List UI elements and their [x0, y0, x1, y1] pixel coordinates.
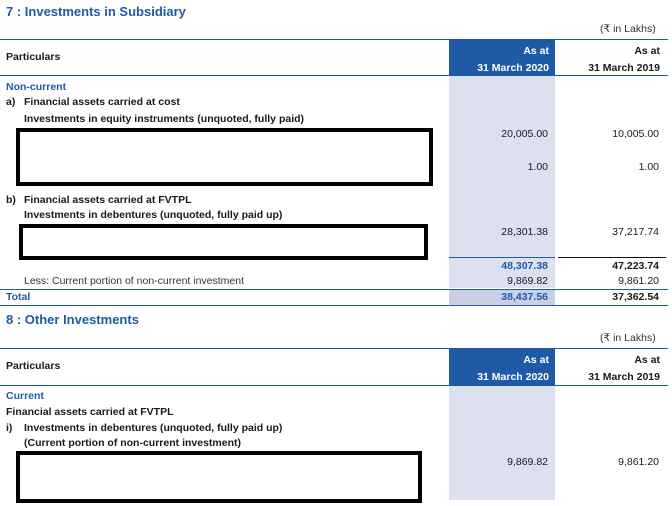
note7-less-2020: 9,869.82 [507, 275, 548, 287]
note7-subtotal-rule-2020 [449, 257, 555, 258]
note7-header-2019: As at 31 March 2019 [558, 39, 666, 76]
redaction-box [16, 128, 433, 186]
note7-header-2019-asat: As at [634, 45, 660, 57]
note7-a-text: Financial assets carried at cost [24, 96, 180, 108]
note8-particulars-header: Particulars [6, 360, 61, 372]
note7-row2-2019: 1.00 [638, 161, 659, 173]
note7-header-2019-date: 31 March 2019 [588, 62, 660, 74]
note7-2020-column-shade [449, 76, 555, 288]
note7-header-top-rule [0, 39, 668, 40]
note7-total-2020: 38,437.56 [501, 291, 548, 303]
note7-total-2020-shade [449, 290, 555, 305]
note8-row1-2020: 9,869.82 [507, 456, 548, 468]
note8-i-text: Investments in debentures (unquoted, ful… [24, 422, 283, 434]
note7-row2-2020: 1.00 [527, 161, 548, 173]
note7-total-2019: 37,362.54 [612, 291, 659, 303]
note8-header-2020: As at 31 March 2020 [449, 348, 555, 385]
note8-i-sub: (Current portion of non-current investme… [24, 437, 241, 449]
note7-header-2020-asat: As at [523, 45, 549, 57]
note8-i-label: i) [6, 422, 13, 434]
note7-header-bottom-rule [0, 75, 668, 76]
note7-row1-2019: 10,005.00 [612, 128, 659, 140]
note7-a-label: a) [6, 96, 16, 108]
note7-total-label: Total [6, 291, 31, 303]
note7-header-2020: As at 31 March 2020 [449, 39, 555, 76]
note7-b-label: b) [6, 194, 16, 206]
note8-row1-2019: 9,861.20 [618, 456, 659, 468]
note7-b-text: Financial assets carried at FVTPL [24, 194, 192, 206]
redaction-box [19, 224, 428, 260]
note7-subtotal-rule-2019 [558, 257, 666, 258]
note7-units: (₹ in Lakhs) [600, 23, 656, 35]
redaction-box [16, 451, 422, 503]
note7-title: 7 : Investments in Subsidiary [6, 4, 186, 19]
note8-header-bottom-rule [0, 385, 668, 386]
note7-total-bottom-rule [0, 305, 668, 306]
note8-header-2019: As at 31 March 2019 [558, 348, 666, 385]
note8-header-2020-date: 31 March 2020 [477, 371, 549, 383]
note7-less-label: Less: Current portion of non-current inv… [24, 275, 245, 287]
note8-fa-text: Financial assets carried at FVTPL [6, 406, 174, 418]
note8-header-2019-asat: As at [634, 354, 660, 366]
note7-b-sub: Investments in debentures (unquoted, ful… [24, 209, 283, 221]
note7-subtotal-2019: 47,223.74 [612, 260, 659, 272]
note7-header-2020-date: 31 March 2020 [477, 62, 549, 74]
note7-a-sub: Investments in equity instruments (unquo… [24, 113, 305, 125]
note8-units: (₹ in Lakhs) [600, 332, 656, 344]
note7-row3-2020: 28,301.38 [501, 226, 548, 238]
note7-particulars-header: Particulars [6, 51, 61, 63]
note8-title: 8 : Other Investments [6, 312, 139, 327]
note7-subtotal-2020: 48,307.38 [501, 260, 548, 272]
note7-row1-2020: 20,005.00 [501, 128, 548, 140]
note7-noncurrent-label: Non-current [6, 81, 67, 93]
note8-current-label: Current [6, 390, 44, 402]
note8-2020-column-shade [449, 386, 555, 500]
note8-header-top-rule [0, 348, 668, 349]
note7-total-top-rule [0, 289, 668, 290]
note7-less-2019: 9,861.20 [618, 275, 659, 287]
note8-header-2019-date: 31 March 2019 [588, 371, 660, 383]
note7-row3-2019: 37,217.74 [612, 226, 659, 238]
note8-header-2020-asat: As at [523, 354, 549, 366]
